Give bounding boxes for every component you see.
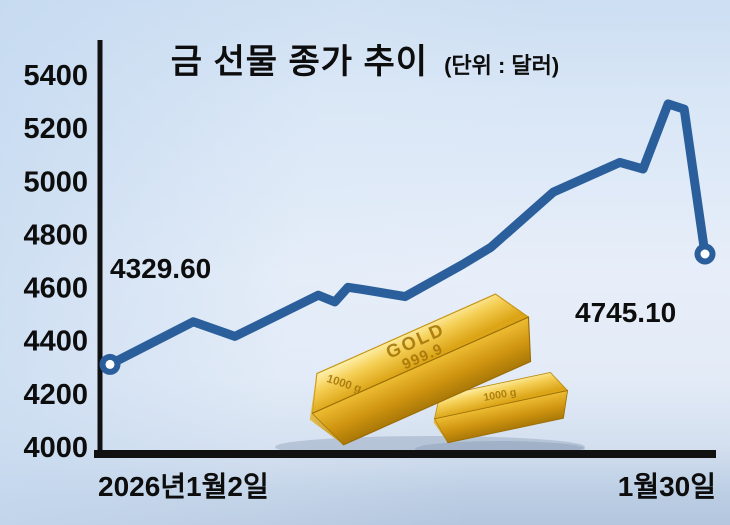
start-point-marker — [99, 353, 121, 375]
y-axis-tick-label: 5200 — [23, 113, 88, 145]
y-axis-tick-label: 4400 — [23, 326, 88, 358]
unit-label: (단위 : 달러) — [444, 53, 560, 78]
y-axis-tick-label: 5000 — [23, 166, 88, 198]
y-axis-tick-labels: 5400 5200 5000 4800 4600 4400 4200 4000 — [23, 60, 88, 464]
x-axis-end-label: 1월30일 — [618, 471, 716, 502]
chart-header: 금 선물 종가 추이 (단위 : 달러) — [0, 34, 730, 83]
first-value-label: 4329.60 — [110, 253, 211, 284]
gold-bar-small-weight-text: 1000 g — [483, 386, 518, 404]
end-point-marker — [694, 243, 716, 265]
y-axis-tick-label: 4000 — [23, 432, 88, 464]
x-axis-start-label: 2026년1월2일 — [98, 471, 269, 502]
last-value-label: 4745.10 — [575, 297, 676, 328]
y-axis-tick-label: 4800 — [23, 219, 88, 251]
price-line — [107, 99, 710, 369]
y-axis-tick-label: 4600 — [23, 273, 88, 305]
chart-title: 금 선물 종가 추이 — [170, 43, 429, 81]
y-axis-tick-label: 4200 — [23, 379, 88, 411]
y-axis-tick-label: 5400 — [23, 60, 88, 92]
gold-bar-small: 1000 g — [433, 371, 569, 444]
